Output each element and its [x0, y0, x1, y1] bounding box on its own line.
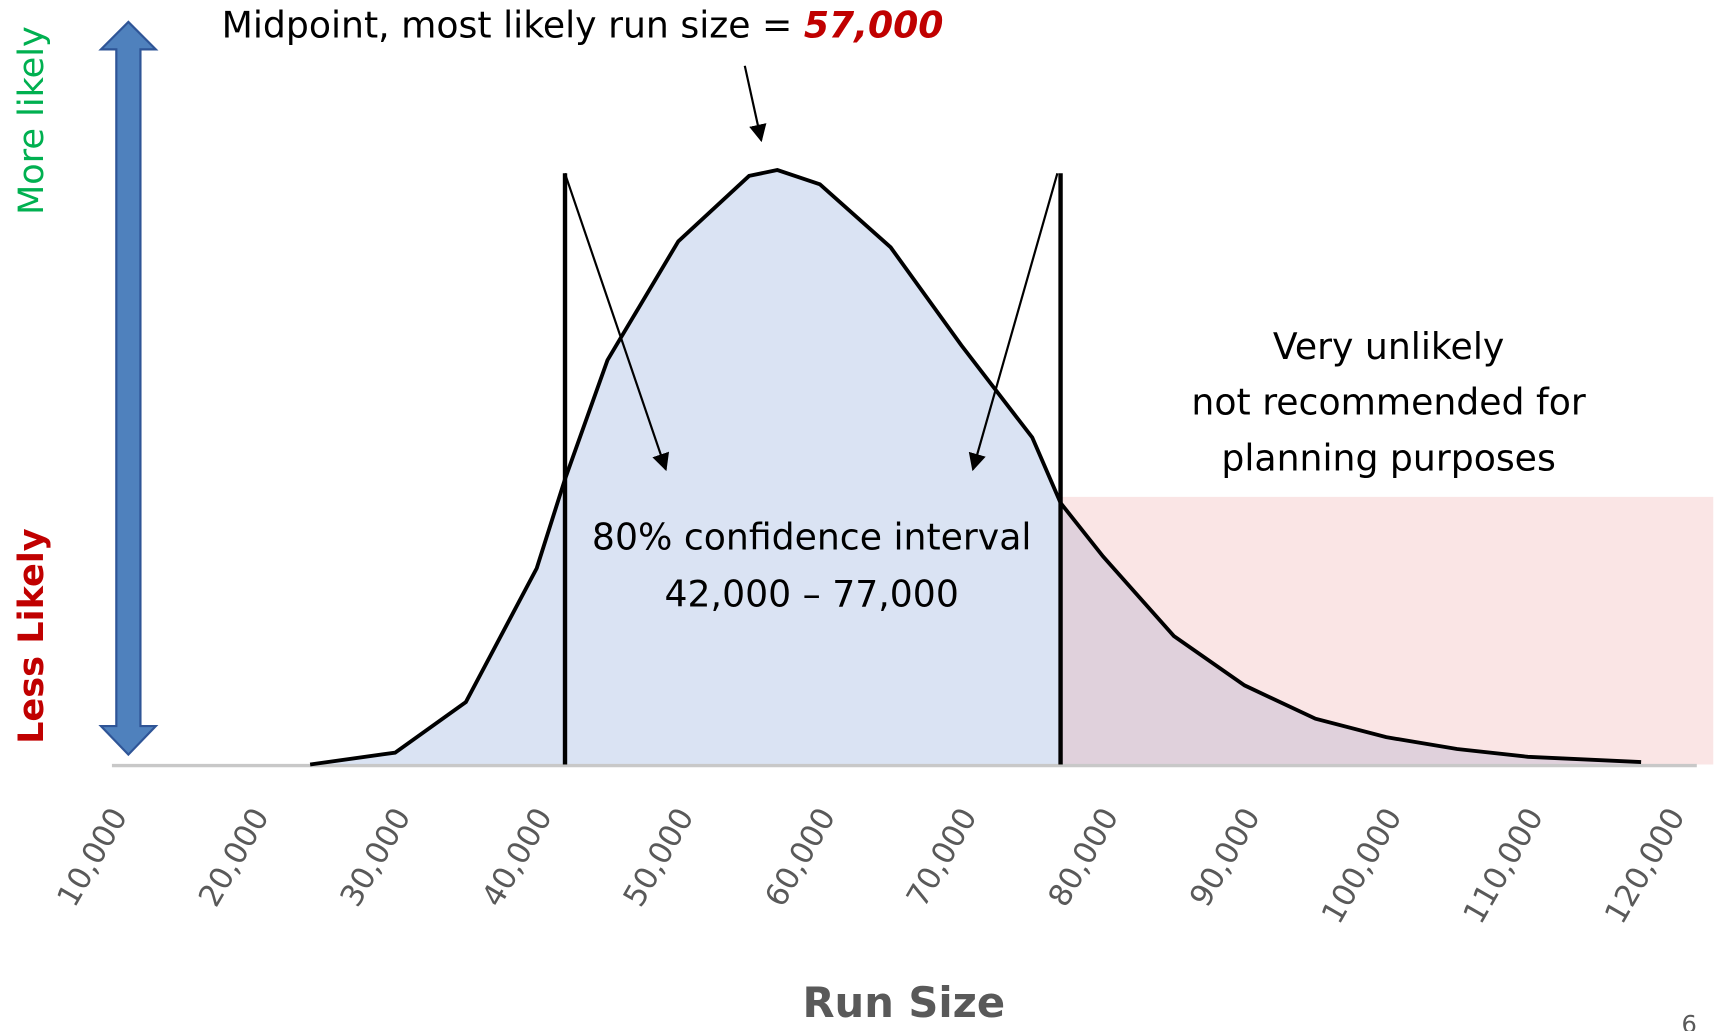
likelihood-arrow — [98, 20, 159, 757]
tail-note: Very unlikely — [1273, 325, 1504, 368]
x-tick-label: 90,000 — [1183, 802, 1268, 913]
page-number: 6 — [1681, 1011, 1696, 1031]
interval-arrow — [563, 172, 670, 472]
x-tick-label: 30,000 — [333, 802, 418, 913]
x-tick-label: 80,000 — [1041, 802, 1126, 913]
y-bottom-label: Less Likely — [11, 528, 52, 744]
interval-label: 42,000 – 77,000 — [665, 573, 959, 616]
interval-title: 80% confidence interval — [592, 516, 1032, 559]
density-curve — [309, 168, 1642, 767]
interval-arrow — [968, 172, 1059, 472]
x-tick-label: 120,000 — [1598, 802, 1693, 930]
midpoint-annotation: Midpoint, most likely run size = 57,000 — [222, 3, 944, 46]
x-tick-label: 10,000 — [50, 802, 135, 913]
x-tick-label: 60,000 — [758, 802, 843, 913]
tail-note: planning purposes — [1221, 437, 1555, 480]
annotation-prefix: Midpoint, most likely run size = — [222, 3, 804, 46]
y-top-label: More likely — [11, 26, 52, 215]
tail-note: not recommended for — [1191, 381, 1585, 424]
x-tick-label: 100,000 — [1315, 802, 1410, 930]
x-tick-label: 110,000 — [1456, 802, 1551, 930]
midpoint-label: 57,000 — [804, 3, 944, 46]
x-tick-label: 70,000 — [900, 802, 985, 913]
x-tick-label: 50,000 — [616, 802, 701, 913]
x-tick-label: 40,000 — [475, 802, 560, 913]
tail-region — [1060, 496, 1714, 765]
x-tick-label: 20,000 — [192, 802, 277, 913]
midpoint-arrow — [743, 65, 767, 143]
x-axis-label: Run Size — [802, 978, 1005, 1027]
